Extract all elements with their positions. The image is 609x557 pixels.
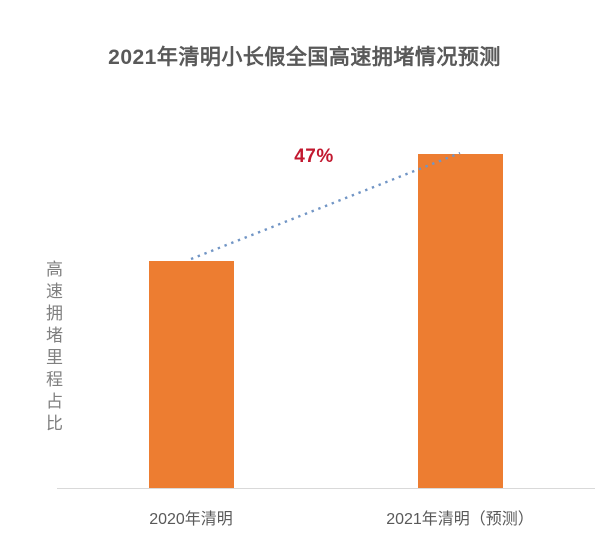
chart-title: 2021年清明小长假全国高速拥堵情况预测: [108, 46, 501, 69]
x-axis-label-2021: 2021年清明（预测）: [386, 511, 534, 528]
growth-annotation: 47%: [294, 146, 334, 167]
y-axis-title: 高速拥堵里程占比: [43, 260, 62, 436]
x-axis-line: [57, 488, 595, 489]
chart-bar: [417, 154, 503, 488]
x-axis-label-2020: 2020年清明: [149, 511, 233, 528]
chart-bar: [148, 261, 234, 488]
